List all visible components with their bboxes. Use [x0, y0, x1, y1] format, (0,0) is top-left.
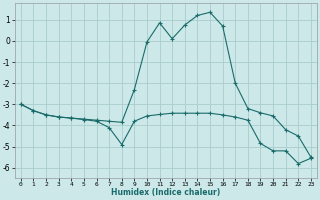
X-axis label: Humidex (Indice chaleur): Humidex (Indice chaleur): [111, 188, 220, 197]
